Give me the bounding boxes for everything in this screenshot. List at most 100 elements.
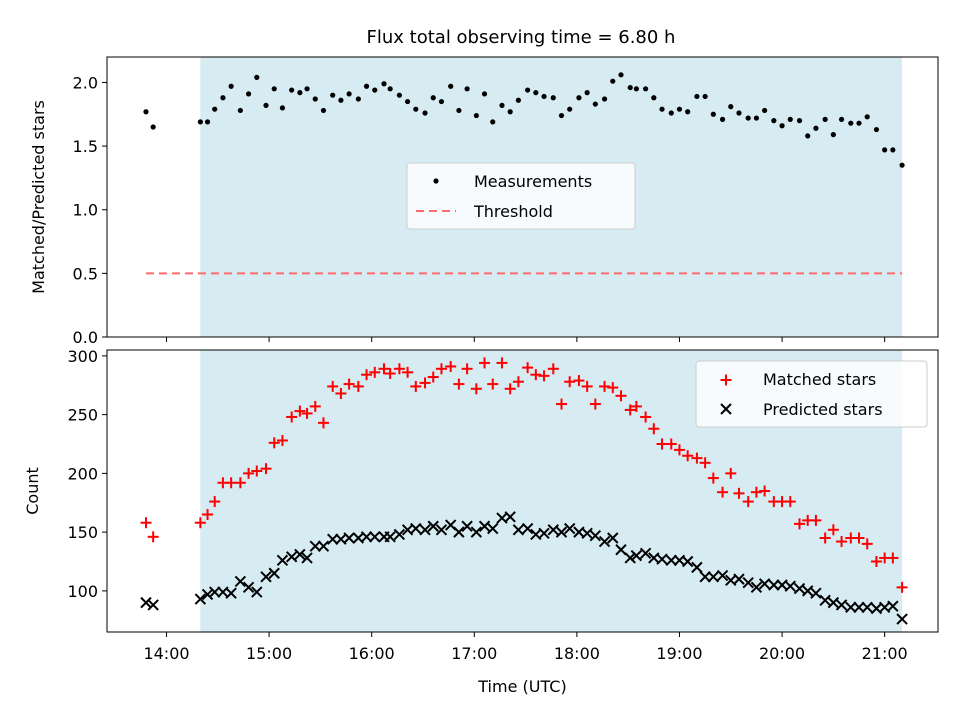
matched-star-point bbox=[691, 452, 703, 464]
matched-star-point bbox=[607, 382, 619, 394]
matched-star-point bbox=[512, 376, 524, 388]
measurement-point bbox=[197, 119, 203, 125]
top-axes-frame bbox=[106, 56, 939, 338]
matched-star-point bbox=[402, 366, 414, 378]
predicted-star-point bbox=[140, 596, 152, 609]
matched-star-point bbox=[435, 363, 447, 375]
measurement-point bbox=[297, 90, 303, 96]
bottom-axes-frame bbox=[106, 349, 939, 633]
x-tick-label: 18:00 bbox=[554, 644, 600, 663]
matched-star-point bbox=[260, 463, 272, 475]
matched-star-point bbox=[794, 518, 805, 530]
measurement-point bbox=[204, 119, 211, 125]
measurement-point bbox=[422, 110, 428, 116]
measurement-point bbox=[610, 78, 616, 84]
measurement-point bbox=[618, 72, 624, 78]
matched-star-point bbox=[243, 467, 255, 479]
predicted-star-point bbox=[624, 552, 636, 564]
predicted-star-point bbox=[435, 524, 448, 536]
measurement-point bbox=[263, 102, 269, 108]
top-y-label: Matched/Predicted stars bbox=[29, 100, 48, 294]
measurement-point bbox=[355, 96, 361, 102]
predicted-star-point bbox=[810, 587, 822, 599]
measurement-point bbox=[728, 104, 734, 110]
matched-star-point bbox=[202, 509, 214, 520]
matched-star-point bbox=[453, 378, 465, 390]
predicted-star-point bbox=[521, 522, 534, 535]
measurement-point bbox=[507, 109, 513, 115]
predicted-star-point bbox=[665, 554, 677, 567]
predicted-star-point bbox=[547, 524, 559, 536]
counts-panel: 100 150 200 250 300 14:00 15:00 16:00 17:00 18:0… bbox=[23, 347, 939, 696]
measurement-point bbox=[515, 97, 521, 103]
matched-star-point bbox=[853, 532, 865, 544]
measurement-point bbox=[796, 118, 803, 124]
measurement-point bbox=[396, 92, 402, 98]
measurement-point bbox=[525, 87, 531, 93]
matched-star-point bbox=[784, 496, 796, 508]
x-tick-label: 14:00 bbox=[143, 644, 189, 663]
predicted-star-point bbox=[343, 532, 355, 544]
predicted-star-point bbox=[563, 522, 576, 535]
matched-star-point bbox=[384, 368, 396, 379]
predicted-star-point bbox=[802, 585, 814, 597]
measurement-point bbox=[413, 106, 419, 112]
matched-star-point bbox=[564, 376, 576, 388]
y-tick-label: 200 bbox=[67, 464, 98, 483]
top-legend-box bbox=[406, 162, 636, 230]
predicted-star-point bbox=[384, 531, 396, 543]
y-tick-label: 1.5 bbox=[73, 137, 98, 156]
matched-star-point bbox=[234, 477, 246, 489]
predicted-star-point bbox=[251, 586, 263, 598]
measurement-point bbox=[813, 125, 819, 131]
predicted-star-point bbox=[268, 567, 280, 579]
matched-star-point bbox=[827, 524, 839, 536]
predicted-star-point bbox=[656, 553, 668, 565]
measurement-point bbox=[279, 105, 286, 111]
matched-star-point bbox=[276, 434, 288, 446]
measurement-point bbox=[736, 110, 742, 116]
predicted-star-point bbox=[827, 596, 840, 609]
measurement-point bbox=[338, 97, 344, 103]
measurement-point bbox=[710, 111, 716, 117]
measurement-point bbox=[271, 86, 277, 92]
x-tick-label: 21:00 bbox=[862, 644, 908, 663]
predicted-star-point bbox=[360, 531, 373, 543]
bottom-y-label: Count bbox=[23, 467, 42, 515]
matched-star-point bbox=[419, 377, 431, 389]
measurement-point bbox=[787, 116, 793, 122]
measurement-point bbox=[873, 126, 880, 133]
matched-star-point bbox=[656, 438, 668, 450]
predicted-star-point bbox=[487, 522, 499, 535]
y-tick-label: 150 bbox=[67, 523, 98, 542]
measurement-points bbox=[143, 72, 905, 168]
measurement-point bbox=[676, 106, 683, 112]
measurement-point bbox=[558, 112, 565, 119]
predicted-star-point bbox=[589, 529, 602, 542]
measurement-point bbox=[404, 98, 411, 105]
matched-star-point bbox=[140, 517, 152, 529]
measurement-point bbox=[651, 95, 657, 101]
bottom-x-axis: 14:00 15:00 16:00 17:00 18:00 19:00 20:00 21:00 bbox=[143, 632, 908, 663]
measurement-point bbox=[254, 74, 260, 80]
predicted-star-point bbox=[716, 569, 729, 582]
measurement-point bbox=[762, 107, 768, 114]
matched-star-point bbox=[496, 357, 508, 369]
matched-star-point bbox=[225, 477, 237, 489]
measurement-point bbox=[805, 133, 811, 139]
predicted-star-point bbox=[819, 594, 831, 606]
predicted-star-point bbox=[234, 575, 247, 588]
matched-star-point bbox=[301, 407, 313, 419]
measurement-point bbox=[473, 112, 479, 119]
legend-predicted-marker bbox=[720, 403, 732, 415]
matched-star-point bbox=[538, 370, 550, 382]
matched-star-point bbox=[147, 531, 159, 543]
legend-measurements-marker bbox=[433, 178, 439, 184]
matched-star-point bbox=[522, 362, 534, 374]
matched-star-point bbox=[369, 366, 381, 378]
measurement-point bbox=[882, 147, 888, 153]
predicted-star-point bbox=[707, 571, 720, 583]
matched-star-point bbox=[682, 450, 694, 462]
matched-star-point bbox=[445, 360, 457, 372]
predicted-star-point bbox=[478, 520, 491, 532]
